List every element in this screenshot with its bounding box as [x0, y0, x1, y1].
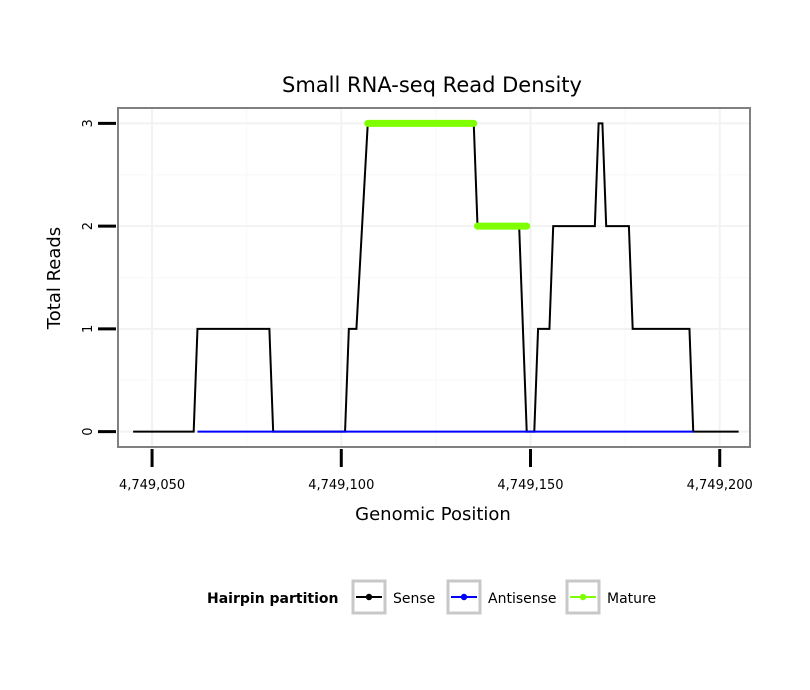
legend-dot-sense — [365, 593, 373, 601]
x-tick-label-1: 4,749,100 — [308, 478, 374, 493]
y-axis: 0 1 2 3 — [81, 119, 116, 436]
x-tick-label-2: 4,749,150 — [497, 478, 563, 493]
legend-label-mature: Mature — [607, 591, 656, 607]
legend-item-antisense: Antisense — [446, 579, 557, 615]
legend-title: Hairpin partition — [207, 591, 338, 607]
x-tick-label-0: 4,749,050 — [119, 478, 185, 493]
legend-dot-mature — [579, 593, 587, 601]
y-tick-label-0: 0 — [81, 427, 96, 435]
plot-area — [117, 107, 751, 448]
x-tick-label-3: 4,749,200 — [687, 478, 753, 493]
legend-item-mature: Mature — [565, 579, 656, 615]
y-tick-label-3: 3 — [81, 119, 96, 127]
x-axis: 4,749,050 4,749,100 4,749,150 4,749,200 — [119, 449, 753, 493]
y-tick-label-2: 2 — [81, 222, 96, 230]
legend-label-sense: Sense — [393, 591, 435, 607]
chart-title: Small RNA-seq Read Density — [282, 73, 582, 97]
y-tick-label-1: 1 — [81, 325, 96, 333]
plot-border — [117, 107, 751, 448]
x-axis-title: Genomic Position — [355, 504, 511, 525]
legend-dot-antisense — [460, 593, 468, 601]
legend-label-antisense: Antisense — [488, 591, 557, 607]
series-layer — [133, 119, 739, 433]
legend-item-sense: Sense — [351, 579, 435, 615]
y-axis-title: Total Reads — [44, 227, 65, 330]
legend: Hairpin partition Sense Antisense Mature — [207, 579, 656, 615]
